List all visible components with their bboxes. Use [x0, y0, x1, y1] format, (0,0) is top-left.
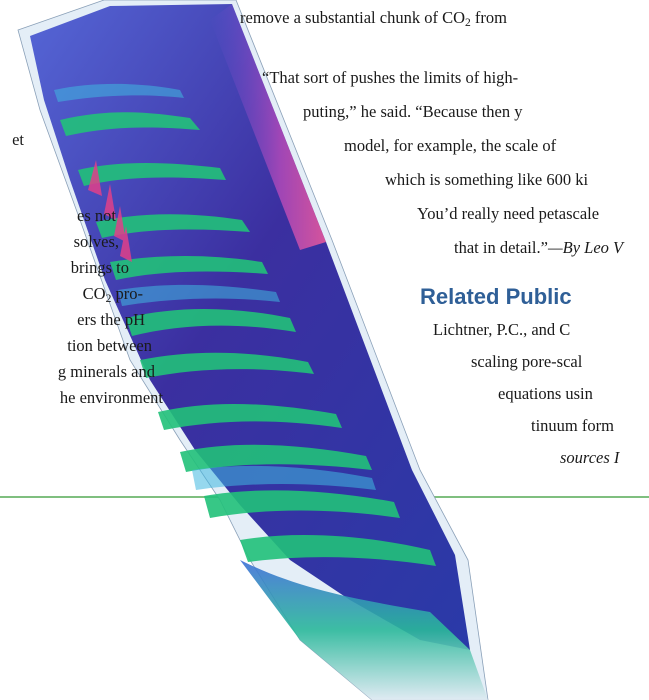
citation-line-3: equations usin — [498, 384, 593, 403]
right-line-2: puting,” he said. “Because then y — [303, 102, 523, 121]
byline: —By Leo V — [547, 238, 624, 257]
right-line-4: which is something like 600 ki — [385, 170, 589, 189]
top-text-post: from — [470, 8, 507, 27]
right-line-5: You’d really need petascale — [417, 204, 600, 223]
left-line-2: es not — [77, 206, 116, 225]
citation-line-5-text: sources I — [560, 448, 620, 467]
left-line-1: et — [12, 130, 24, 149]
citation-line-4: tinuum form — [531, 416, 614, 435]
left-line-6: ers the pH — [77, 310, 145, 329]
right-line-3: model, for example, the scale of — [344, 136, 557, 155]
citation-line-1: Lichtner, P.C., and C — [433, 320, 571, 339]
top-text-pre: remove a substantial chunk of CO — [240, 8, 465, 27]
right-line-1: “That sort of pushes the limits of high- — [262, 68, 519, 87]
citation-line-2: scaling pore-scal — [471, 352, 583, 371]
left-line-8: g minerals and — [57, 362, 155, 381]
left-line-5-sub: 2 — [105, 292, 112, 305]
left-line-9: he environment — [59, 388, 163, 407]
citation-line-5: sources I — [560, 446, 619, 470]
related-publications-heading: Related Public — [420, 284, 572, 309]
right-line-6: that in detail.”—By Leo V — [454, 236, 623, 260]
left-line-5-post: pro- — [111, 284, 144, 303]
left-line-7: tion between — [67, 336, 152, 355]
left-line-5: CO2 pro- — [0, 282, 143, 306]
right-line-6-text: that in detail.” — [454, 238, 548, 257]
left-line-5-pre: CO — [82, 284, 106, 303]
top-text-line: remove a substantial chunk of CO2 from — [240, 6, 507, 30]
left-line-4: brings to — [70, 258, 129, 277]
left-line-3: solves, — [73, 232, 119, 251]
top-text-sub: 2 — [465, 16, 471, 29]
